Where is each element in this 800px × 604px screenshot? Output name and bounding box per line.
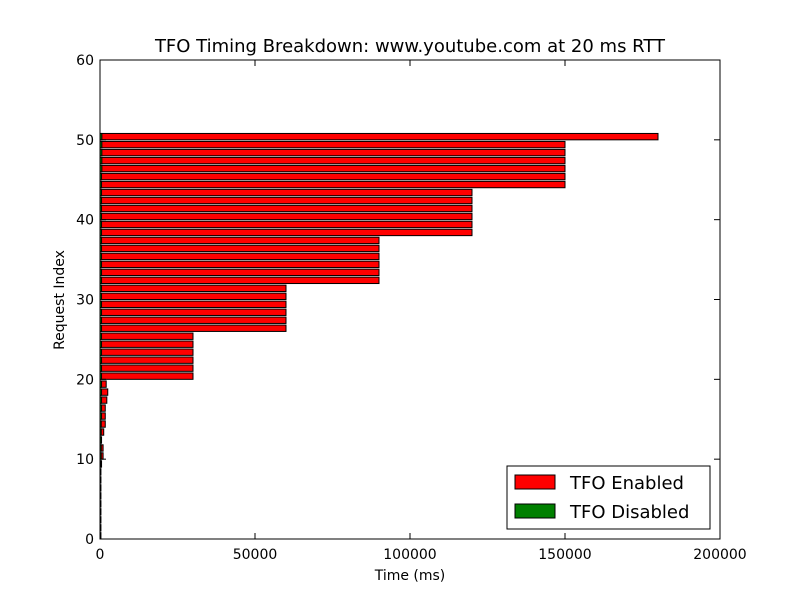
bar-tfo-enabled-36 <box>99 244 380 253</box>
x-tick-label: 50000 <box>233 547 278 563</box>
bar-tfo-enabled-48 <box>99 148 566 157</box>
bar-tfo-enabled-25 <box>99 332 194 340</box>
bar-tfo-enabled-40 <box>99 212 473 221</box>
y-tick-label: 30 <box>76 293 94 309</box>
bar-tfo-enabled-46 <box>99 164 566 173</box>
bar-tfo-enabled-41 <box>99 204 473 213</box>
chart-title: TFO Timing Breakdown: www.youtube.com at… <box>154 36 666 57</box>
ticks-layer: 0 50000 100000 150000 200000 0 10 20 30 40 50 60 <box>76 53 747 563</box>
bar-tfo-enabled-21 <box>99 364 194 372</box>
bar-tfo-enabled-43 <box>99 188 473 197</box>
y-tick-label: 60 <box>76 53 94 69</box>
bar-tfo-enabled-42 <box>99 196 473 205</box>
x-axis-label: Time (ms) <box>374 568 446 584</box>
bar-tfo-enabled-23 <box>99 348 194 356</box>
bar-tfo-enabled-49 <box>99 140 566 149</box>
bar-tfo-enabled-50 <box>99 132 659 141</box>
legend-label-tfo-disabled: TFO Disabled <box>569 502 689 523</box>
y-axis-label: Request Index <box>52 250 68 350</box>
bar-tfo-enabled-29 <box>99 300 287 308</box>
bar-tfo-enabled-44 <box>99 180 566 189</box>
bar-tfo-enabled-33 <box>99 268 380 277</box>
bar-tfo-enabled-30 <box>99 292 287 301</box>
bar-tfo-enabled-31 <box>99 284 287 293</box>
bar-tfo-enabled-26 <box>99 324 287 332</box>
bar-tfo-enabled-38 <box>99 228 473 237</box>
legend-label-tfo-enabled: TFO Enabled <box>569 473 684 494</box>
bar-tfo-enabled-45 <box>99 172 566 181</box>
x-tick-label: 0 <box>96 547 105 563</box>
legend: TFO Enabled TFO Disabled <box>506 465 711 530</box>
x-tick-label: 150000 <box>538 547 591 563</box>
bar-tfo-enabled-37 <box>99 236 380 245</box>
bar-tfo-enabled-28 <box>99 308 287 316</box>
y-tick-label: 50 <box>76 133 94 149</box>
y-tick-label: 0 <box>85 532 94 548</box>
bar-tfo-enabled-22 <box>99 356 194 364</box>
x-tick-label: 100000 <box>383 547 436 563</box>
y-tick-label: 20 <box>76 372 94 388</box>
bar-tfo-enabled-24 <box>99 340 194 348</box>
y-tick-label: 40 <box>76 213 94 229</box>
legend-swatch-tfo-disabled <box>514 503 556 519</box>
bar-tfo-enabled-27 <box>99 316 287 324</box>
bar-tfo-enabled-35 <box>99 252 380 261</box>
bar-tfo-enabled-20 <box>99 372 194 380</box>
bar-tfo-enabled-39 <box>99 220 473 229</box>
x-tick-label: 200000 <box>693 547 746 563</box>
bar-tfo-enabled-47 <box>99 156 566 165</box>
bar-tfo-enabled-34 <box>99 260 380 269</box>
y-tick-label: 10 <box>76 452 94 468</box>
legend-swatch-tfo-enabled <box>514 474 556 490</box>
bar-tfo-enabled-32 <box>99 276 380 285</box>
